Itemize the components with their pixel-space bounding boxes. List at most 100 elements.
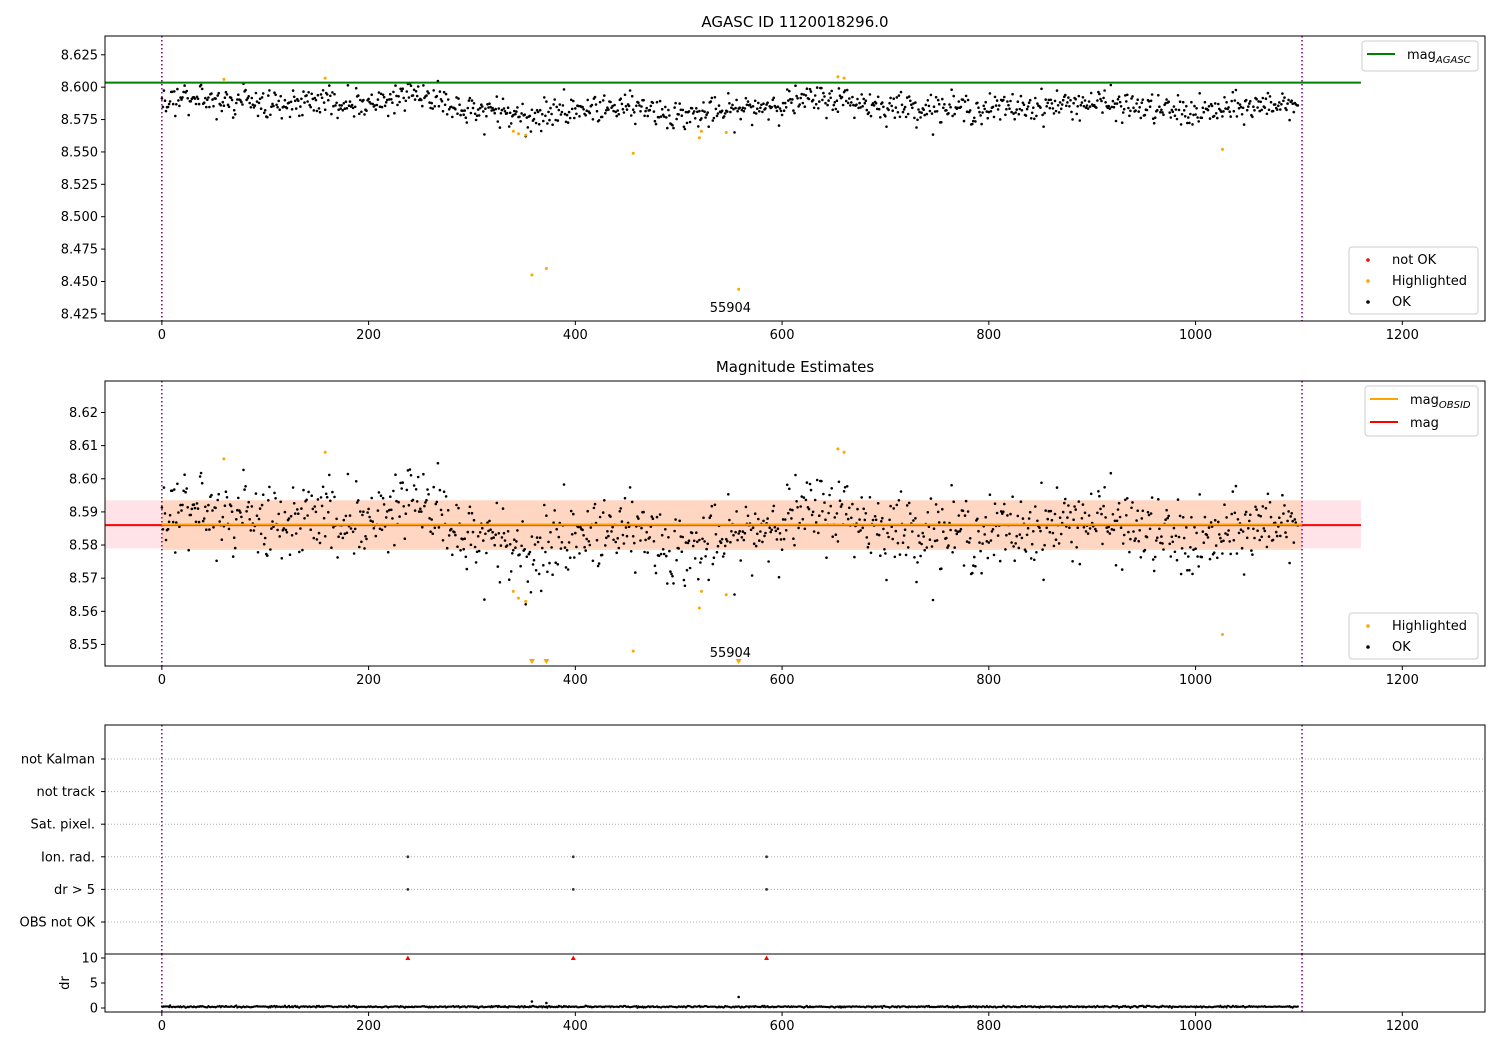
magnitude-ok-point: [262, 542, 266, 546]
agasc-ok-point: [888, 101, 891, 105]
agasc-ok-point: [849, 104, 852, 107]
magnitude-ok-point: [621, 533, 625, 537]
agasc-ok-point: [171, 102, 175, 106]
magnitude-ok-point: [1107, 525, 1110, 529]
magnitude-ok-point: [912, 519, 915, 522]
magnitude-ok-point: [790, 517, 793, 520]
agasc-ok-point: [797, 105, 800, 108]
agasc-ok-point: [604, 111, 607, 115]
agasc-ok-point: [240, 100, 243, 104]
magnitude-ok-point: [245, 510, 248, 513]
magnitude-ok-point: [1150, 496, 1154, 499]
magnitude-ok-point: [208, 528, 211, 531]
agasc-ok-point: [498, 126, 502, 129]
agasc-ok-point: [329, 94, 332, 98]
agasc-ok-point: [1283, 96, 1286, 99]
agasc-ok-point: [225, 93, 229, 96]
magnitude-ok-point: [1148, 527, 1152, 531]
magnitude-ok-point: [1221, 552, 1224, 555]
agasc-ok-point: [325, 93, 329, 96]
magnitude-ok-point: [596, 564, 600, 568]
agasc-ok-point: [1236, 101, 1240, 105]
agasc-highlighted-point: [1220, 147, 1224, 151]
agasc-ok-point: [266, 115, 269, 119]
agasc-ok-point: [1120, 121, 1124, 124]
agasc-ok-point: [948, 103, 951, 106]
magnitude-ok-point: [964, 499, 968, 503]
magnitude-ok-point: [851, 502, 854, 506]
agasc-ok-point: [677, 113, 680, 116]
magnitude-ok-point: [799, 505, 802, 508]
magnitude-ok-point: [781, 518, 785, 521]
agasc-ok-point: [995, 99, 999, 102]
agasc-ok-point: [1139, 116, 1143, 120]
agasc-ok-point: [268, 89, 271, 92]
agasc-ok-point: [341, 109, 345, 112]
magnitude-ok-point: [535, 536, 539, 539]
magnitude-ok-point: [374, 534, 378, 538]
magnitude-ok-point: [612, 538, 615, 542]
magnitude-ok-point: [380, 528, 384, 532]
agasc-highlighted-point: [699, 129, 703, 133]
agasc-ok-point: [781, 101, 785, 105]
agasc-ok-point: [1190, 100, 1193, 104]
agasc-ok-point: [792, 109, 795, 112]
magnitude-ok-point: [972, 564, 975, 567]
agasc-ok-point: [347, 104, 351, 107]
magnitude-x-tick-label: 400: [563, 673, 588, 688]
agasc-ok-point: [346, 84, 350, 87]
magnitude-ok-point: [1075, 546, 1078, 549]
agasc-ok-point: [258, 97, 262, 101]
agasc-ok-point: [1021, 101, 1025, 105]
agasc-ok-point: [1137, 110, 1140, 113]
agasc-ok-point: [343, 107, 347, 110]
magnitude-ok-point: [352, 552, 356, 555]
magnitude-ok-point: [1287, 510, 1290, 513]
magnitude-ok-point: [1241, 530, 1245, 533]
magnitude-ok-point: [810, 513, 814, 517]
agasc-ok-point: [770, 105, 773, 109]
magnitude-ok-point: [1116, 508, 1120, 511]
magnitude-x-tick-label: 800: [976, 673, 1001, 688]
agasc-ok-point: [1060, 103, 1064, 106]
magnitude-ok-point: [582, 534, 585, 537]
agasc-ok-point: [893, 116, 897, 119]
agasc-ok-point: [323, 108, 327, 111]
magnitude-ok-point: [189, 513, 193, 517]
magnitude-ok-point: [771, 509, 775, 513]
magnitude-highlighted-point: [842, 450, 846, 454]
agasc-ok-point: [1213, 102, 1217, 105]
agasc-ok-point: [903, 105, 907, 109]
agasc-ok-point: [821, 98, 824, 102]
agasc-ok-point: [1128, 114, 1131, 118]
agasc-ok-point: [624, 104, 628, 108]
magnitude-ok-point: [376, 509, 380, 512]
agasc-ok-point: [1200, 116, 1204, 120]
agasc-ok-point: [259, 107, 263, 110]
magnitude-ok-point: [660, 533, 664, 537]
agasc-ok-point: [526, 126, 530, 129]
magnitude-ok-point: [876, 502, 880, 505]
magnitude-ok-point: [475, 550, 479, 554]
agasc-ok-point: [777, 124, 781, 127]
agasc-ok-point: [611, 104, 614, 108]
magnitude-ok-point: [585, 537, 588, 541]
magnitude-ok-point: [642, 510, 645, 514]
agasc-ok-point: [772, 96, 776, 100]
magnitude-ok-point: [1044, 509, 1047, 512]
magnitude-ok-point: [990, 530, 994, 533]
magnitude-ok-point: [1174, 534, 1178, 538]
agasc-ok-point: [160, 97, 164, 100]
magnitude-ok-point: [620, 520, 624, 523]
agasc-ok-point: [895, 96, 899, 99]
magnitude-ok-point: [342, 518, 346, 522]
agasc-ok-point: [1143, 113, 1147, 117]
magnitude-ok-point: [557, 535, 561, 539]
agasc-ok-point: [1134, 109, 1137, 112]
agasc-ok-point: [964, 94, 968, 98]
agasc-ok-point: [1046, 101, 1049, 105]
agasc-frame: [104, 35, 1486, 322]
magnitude-ok-point: [1206, 536, 1210, 539]
magnitude-ok-point: [773, 525, 777, 529]
magnitude-ok-point: [797, 526, 800, 530]
